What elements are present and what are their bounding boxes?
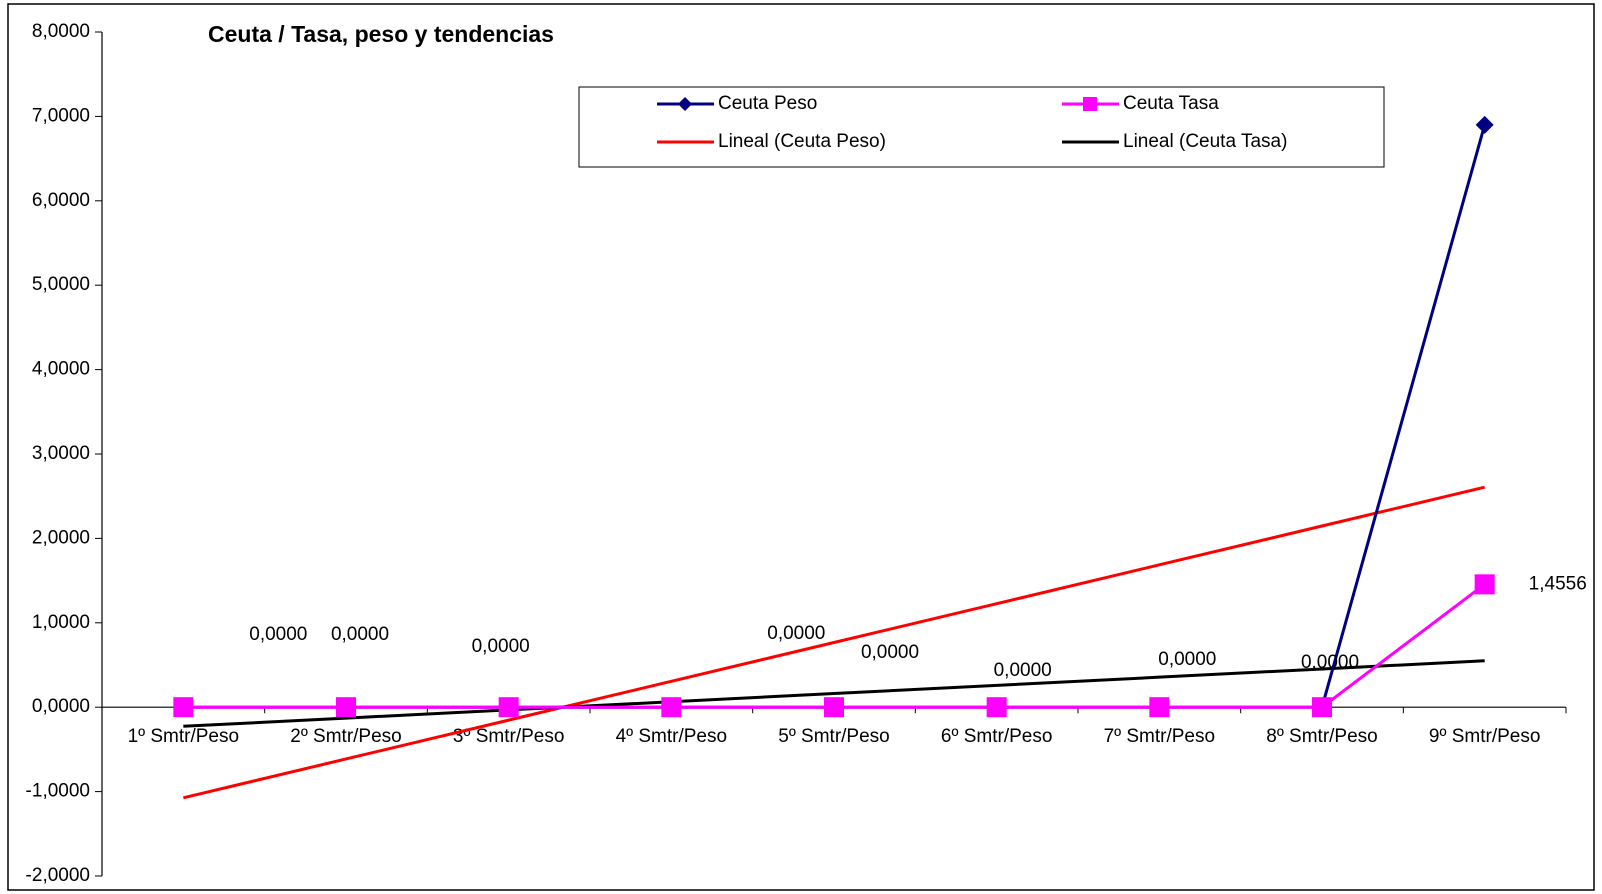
chart-title: Ceuta / Tasa, peso y tendencias [208, 21, 554, 47]
data-label: 0,0000 [994, 660, 1052, 681]
marker [1475, 115, 1494, 134]
marker [824, 697, 844, 718]
y-tick-label: 7,0000 [32, 105, 90, 126]
data-label: 0,0000 [472, 636, 530, 657]
legend-box [578, 86, 1385, 168]
y-tick-label: 1,0000 [32, 612, 90, 633]
y-tick-label: 4,0000 [32, 359, 90, 380]
x-tick-label: 5º Smtr/Peso [778, 726, 889, 747]
data-label: 0,0000 [1301, 652, 1359, 673]
y-tick-label: 5,0000 [32, 274, 90, 295]
marker [498, 697, 519, 718]
x-tick-label: 4º Smtr/Peso [616, 726, 727, 747]
y-tick-label: 8,0000 [32, 21, 90, 42]
marker [1474, 574, 1495, 595]
data-label: 0,0000 [861, 642, 919, 663]
x-tick-label: 7º Smtr/Peso [1104, 726, 1215, 747]
legend-marker [1083, 97, 1097, 111]
data-label: 0,0000 [249, 624, 307, 645]
marker [1312, 697, 1332, 718]
y-tick-label: 0,0000 [32, 696, 90, 717]
line-series [182, 485, 1486, 800]
legend-label: Lineal (Ceuta Tasa) [1123, 131, 1287, 152]
data-label: 0,0000 [767, 623, 825, 644]
x-tick-label: 9º Smtr/Peso [1429, 726, 1540, 747]
x-tick-label: 8º Smtr/Peso [1266, 726, 1377, 747]
line-series [183, 659, 1485, 728]
y-tick-label: -1,0000 [26, 781, 90, 802]
y-tick-label: 3,0000 [32, 443, 90, 464]
marker [661, 697, 682, 718]
data-label: 1,4556 [1529, 573, 1587, 594]
legend-marker [678, 97, 692, 111]
x-tick-label: 6º Smtr/Peso [941, 726, 1052, 747]
data-label: 0,0000 [331, 624, 389, 645]
y-tick-label: 2,0000 [32, 527, 90, 548]
y-tick-label: 6,0000 [32, 190, 90, 211]
legend-label: Ceuta Peso [718, 93, 817, 114]
legend-label: Lineal (Ceuta Peso) [718, 131, 886, 152]
data-label: 0,0000 [1158, 649, 1216, 670]
marker [1149, 697, 1170, 718]
y-tick-label: -2,0000 [26, 865, 90, 886]
marker [986, 697, 1007, 718]
legend-label: Ceuta Tasa [1123, 93, 1219, 114]
x-tick-label: 2º Smtr/Peso [290, 726, 401, 747]
x-tick-label: 1º Smtr/Peso [128, 726, 239, 747]
marker [173, 697, 194, 718]
marker [336, 697, 356, 718]
x-tick-label: 3º Smtr/Peso [453, 726, 564, 747]
